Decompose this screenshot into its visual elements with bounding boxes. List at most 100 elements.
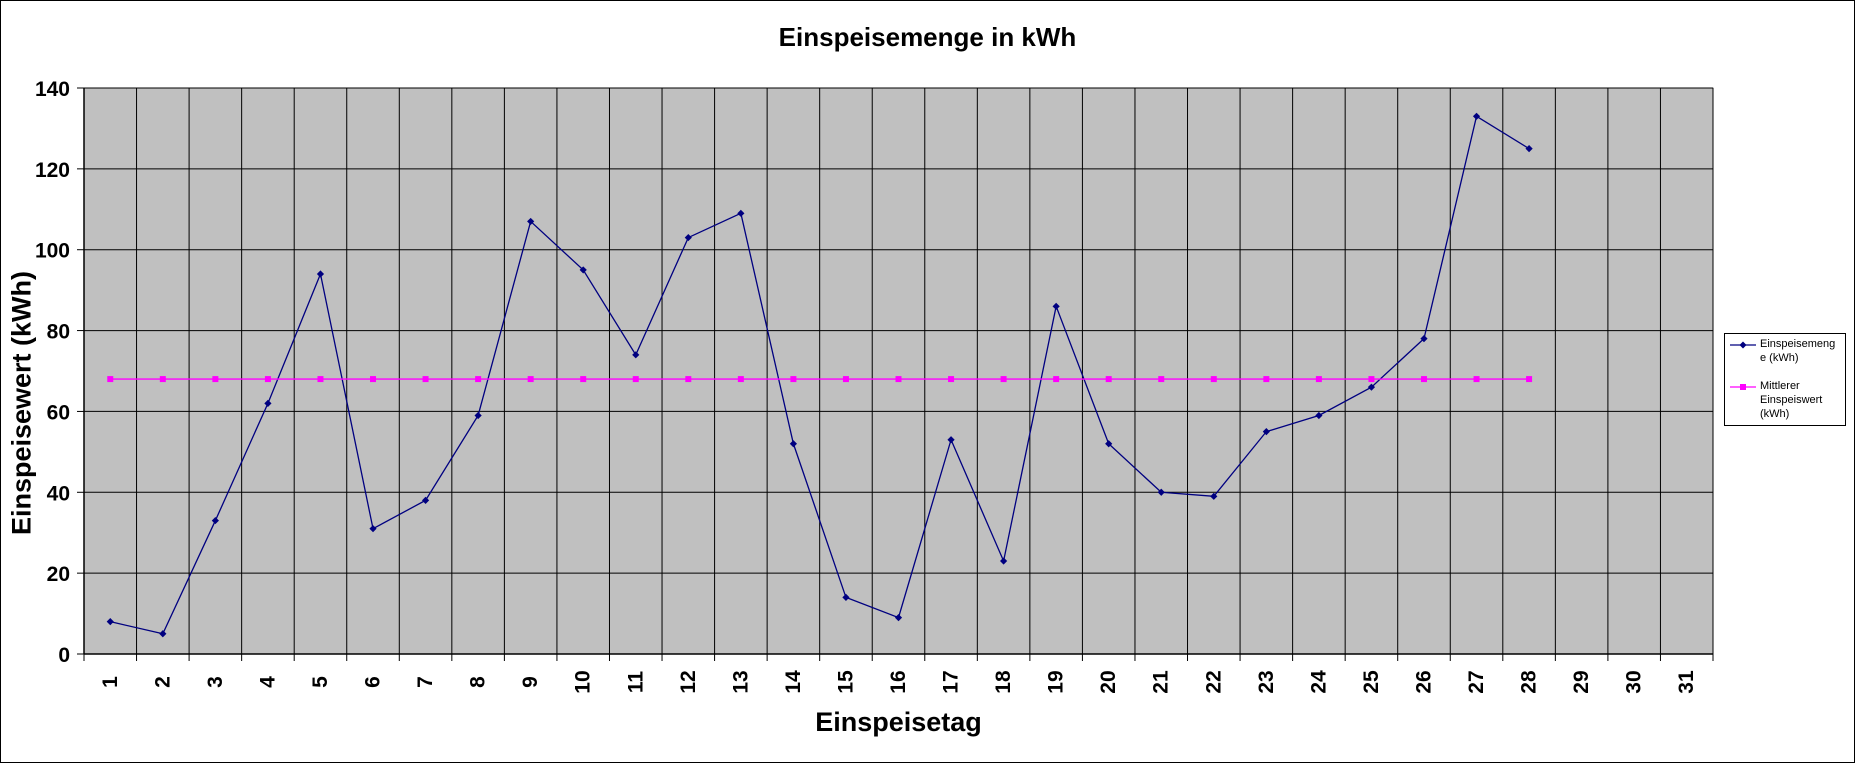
data-point-series-2 bbox=[1420, 376, 1427, 383]
x-tick-label: 20 bbox=[1097, 670, 1120, 693]
data-point-series-1 bbox=[1262, 428, 1270, 436]
y-tick-label: 0 bbox=[58, 644, 70, 667]
data-point-series-1 bbox=[842, 593, 850, 601]
x-tick-label: 23 bbox=[1255, 670, 1278, 693]
data-point-series-1 bbox=[527, 217, 535, 226]
data-point-series-2 bbox=[527, 376, 534, 383]
y-tick-label: 140 bbox=[35, 78, 70, 101]
x-tick-label: 8 bbox=[467, 676, 490, 688]
data-point-series-1 bbox=[579, 266, 587, 274]
data-point-series-1 bbox=[264, 399, 272, 407]
legend-label-line: (kWh) bbox=[1760, 408, 1790, 420]
x-tick-label: 9 bbox=[519, 676, 542, 688]
x-tick-label: 24 bbox=[1307, 670, 1330, 694]
data-point-series-1 bbox=[1157, 488, 1165, 496]
y-tick-label: 80 bbox=[47, 321, 70, 344]
data-point-series-1 bbox=[1472, 112, 1481, 120]
x-tick-label: 28 bbox=[1518, 670, 1541, 694]
data-point-series-2 bbox=[159, 376, 166, 383]
legend-swatch bbox=[1730, 384, 1756, 390]
data-point-series-2 bbox=[632, 376, 639, 383]
data-point-series-2 bbox=[370, 376, 377, 383]
y-tick-label: 20 bbox=[47, 563, 70, 586]
data-point-series-2 bbox=[1315, 376, 1322, 383]
data-point-series-1 bbox=[421, 496, 430, 504]
chart-title: Einspeisemenge in kWh bbox=[778, 22, 1077, 52]
data-point-series-2 bbox=[422, 376, 429, 383]
x-tick-label: 30 bbox=[1623, 670, 1646, 693]
legend-label: Einspeiseme­ng e (kWh) bbox=[1760, 337, 1844, 365]
x-tick-label: 14 bbox=[782, 670, 805, 694]
data-point-series-1 bbox=[1420, 335, 1428, 343]
data-point-series-2 bbox=[948, 376, 955, 383]
legend-swatch bbox=[1730, 341, 1756, 349]
data-point-series-1 bbox=[316, 270, 325, 278]
data-point-series-2 bbox=[580, 376, 587, 383]
data-point-series-1 bbox=[999, 557, 1008, 565]
legend-label: Mittlerer Einspeiswert (kWh) bbox=[1760, 379, 1844, 421]
x-tick-label: 31 bbox=[1675, 670, 1698, 694]
data-point-series-2 bbox=[1263, 376, 1270, 383]
data-point-series-2 bbox=[842, 376, 849, 383]
x-tick-label: 7 bbox=[414, 676, 437, 688]
x-tick-label: 5 bbox=[309, 676, 332, 688]
x-tick-label: 26 bbox=[1412, 670, 1435, 693]
y-tick-label: 100 bbox=[35, 240, 70, 263]
data-point-series-1 bbox=[947, 436, 955, 444]
data-point-series-2 bbox=[212, 376, 219, 383]
data-point-series-2 bbox=[1053, 376, 1060, 383]
x-tick-label: 17 bbox=[940, 670, 963, 693]
data-point-series-2 bbox=[737, 376, 744, 383]
x-tick-label: 4 bbox=[256, 676, 279, 688]
series-line-1 bbox=[110, 115, 1530, 635]
legend-label-line: e (kWh) bbox=[1760, 352, 1799, 364]
data-point-series-1 bbox=[106, 618, 114, 626]
data-point-series-2 bbox=[264, 376, 271, 383]
x-tick-label: 3 bbox=[204, 676, 227, 688]
x-tick-label: 2 bbox=[151, 676, 174, 688]
x-axis-title: Einspeisetag bbox=[815, 707, 982, 737]
data-point-series-2 bbox=[317, 376, 324, 383]
x-tick-label: 6 bbox=[362, 676, 385, 688]
legend-label-line: Mittlerer bbox=[1760, 380, 1800, 392]
x-tick-label: 11 bbox=[624, 671, 647, 694]
data-point-series-1 bbox=[211, 516, 219, 525]
data-point-series-1 bbox=[684, 233, 692, 242]
data-point-series-1 bbox=[789, 440, 798, 448]
data-point-series-2 bbox=[1368, 376, 1375, 383]
legend-label-line: Einspeiseme­ng bbox=[1760, 338, 1836, 350]
x-tick-label: 1 bbox=[99, 676, 122, 688]
x-tick-label: 19 bbox=[1045, 670, 1068, 693]
data-point-series-1 bbox=[737, 209, 745, 217]
data-point-series-2 bbox=[1158, 376, 1165, 383]
x-tick-label: 13 bbox=[729, 670, 752, 693]
y-tick-label: 120 bbox=[35, 159, 70, 182]
y-tick-label: 40 bbox=[47, 482, 70, 505]
data-point-series-1 bbox=[159, 630, 167, 638]
data-point-series-1 bbox=[1525, 145, 1533, 153]
data-point-series-1 bbox=[1210, 492, 1218, 500]
data-point-series-2 bbox=[1526, 376, 1533, 383]
x-tick-label: 18 bbox=[992, 670, 1015, 694]
data-point-series-1 bbox=[369, 525, 377, 533]
data-point-series-2 bbox=[107, 376, 114, 383]
data-point-series-1 bbox=[632, 351, 640, 359]
data-point-series-1 bbox=[894, 614, 903, 622]
plot-area bbox=[83, 87, 1714, 655]
data-point-series-1 bbox=[1105, 440, 1113, 448]
data-point-series-1 bbox=[474, 411, 482, 420]
x-tick-label: 21 bbox=[1150, 670, 1173, 694]
data-point-series-2 bbox=[790, 376, 797, 383]
data-point-series-2 bbox=[1473, 376, 1480, 383]
data-point-series-2 bbox=[1000, 376, 1007, 383]
x-tick-label: 10 bbox=[572, 670, 595, 693]
x-tick-label: 27 bbox=[1465, 670, 1488, 693]
data-point-series-2 bbox=[685, 376, 692, 383]
x-tick-label: 22 bbox=[1202, 670, 1225, 693]
data-point-series-2 bbox=[475, 376, 482, 383]
x-tick-label: 29 bbox=[1570, 670, 1593, 693]
y-tick-label: 60 bbox=[47, 401, 70, 424]
data-point-series-2 bbox=[895, 376, 902, 383]
data-point-series-1 bbox=[1367, 383, 1376, 391]
